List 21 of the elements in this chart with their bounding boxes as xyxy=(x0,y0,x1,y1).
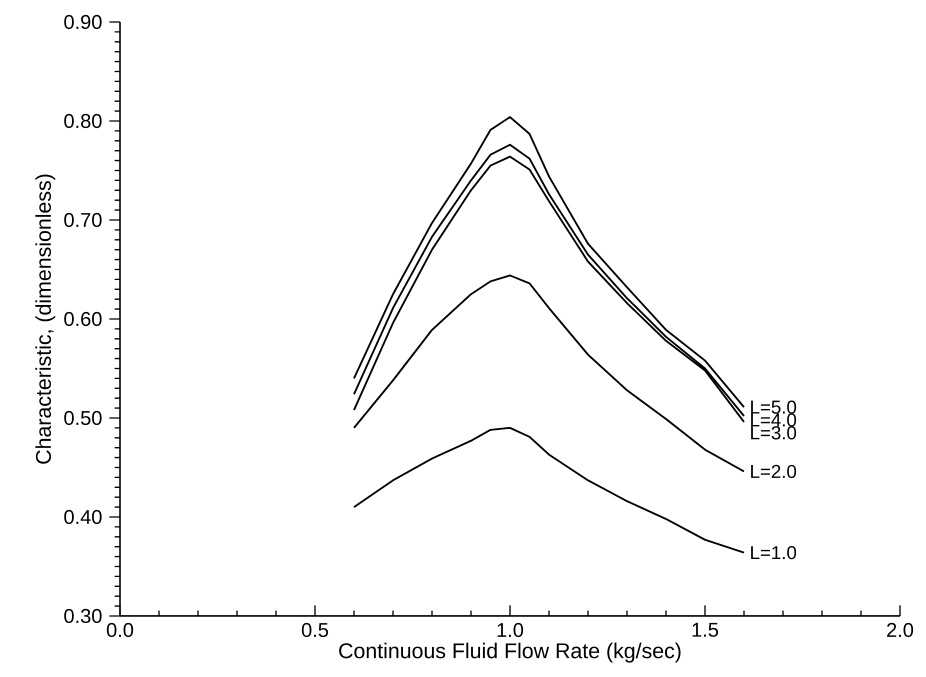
series-label: L=2.0 xyxy=(751,464,796,478)
line-series xyxy=(353,426,745,554)
y-tick-label: 0.90 xyxy=(64,14,102,30)
x-tick-label: 2.0 xyxy=(887,622,914,638)
y-tick-label: 0.60 xyxy=(64,312,102,326)
y-tick-label: 0.50 xyxy=(64,410,102,426)
y-tick-label: 0.80 xyxy=(64,114,102,128)
series-label: L=5.0 xyxy=(751,400,796,414)
line-series xyxy=(353,274,745,472)
y-tick-label: 0.30 xyxy=(64,608,102,624)
x-tick-label: 0.0 xyxy=(106,622,134,638)
x-tick-label: 1.5 xyxy=(692,622,718,637)
series-label: L=4.0 xyxy=(751,413,796,427)
series-label: L=3.0 xyxy=(751,426,796,440)
x-tick-label: 0.5 xyxy=(302,622,328,638)
y-tick-label: 0.70 xyxy=(64,212,102,228)
x-axis-title: Continuous Fluid Flow Rate (kg/sec) xyxy=(339,642,681,663)
x-tick-label: 1.0 xyxy=(498,622,524,638)
y-axis-title: Characteristic, (dimensionless) xyxy=(35,174,56,464)
y-tick-label: 0.40 xyxy=(64,510,102,524)
series-label: L=1.0 xyxy=(751,546,796,560)
